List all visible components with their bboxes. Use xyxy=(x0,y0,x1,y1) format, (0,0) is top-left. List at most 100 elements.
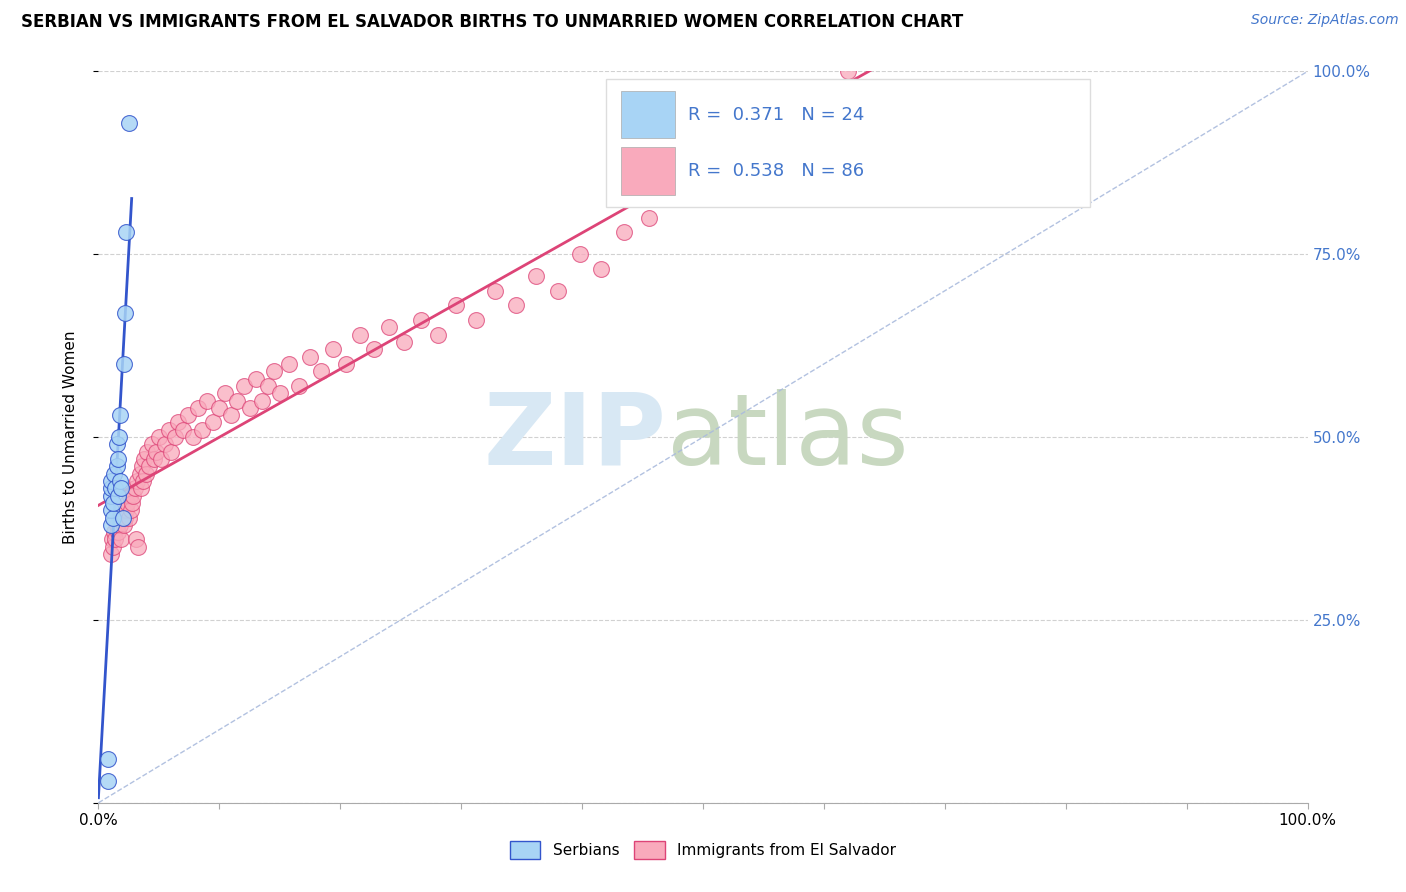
Point xyxy=(524,269,547,284)
Point xyxy=(107,489,129,503)
Point xyxy=(547,284,569,298)
Point xyxy=(208,401,231,415)
Point xyxy=(704,137,727,152)
Point xyxy=(107,452,129,467)
Point xyxy=(104,533,127,547)
Point xyxy=(100,533,122,547)
Point xyxy=(115,225,138,239)
Point xyxy=(128,467,150,481)
Y-axis label: Births to Unmarried Women: Births to Unmarried Women xyxy=(63,330,77,544)
Point xyxy=(187,401,209,415)
Point xyxy=(214,386,236,401)
Point xyxy=(765,101,787,115)
Point xyxy=(107,525,129,540)
Point xyxy=(613,225,636,239)
Point xyxy=(195,393,218,408)
Point xyxy=(108,408,131,422)
Legend: Serbians, Immigrants from El Salvador: Serbians, Immigrants from El Salvador xyxy=(503,835,903,864)
Point xyxy=(105,517,128,532)
Point xyxy=(637,211,659,225)
Point xyxy=(97,773,120,788)
Point xyxy=(115,503,138,517)
Point xyxy=(299,350,322,364)
FancyBboxPatch shape xyxy=(606,78,1090,207)
Point xyxy=(112,517,135,532)
Point xyxy=(132,474,155,488)
Point xyxy=(163,430,186,444)
Point xyxy=(118,489,141,503)
Point xyxy=(120,503,142,517)
Point xyxy=(103,525,125,540)
Point xyxy=(239,401,262,415)
Point xyxy=(446,298,468,312)
Point xyxy=(202,416,225,430)
Point xyxy=(269,386,291,401)
Point xyxy=(131,459,153,474)
Point xyxy=(160,444,183,458)
FancyBboxPatch shape xyxy=(621,147,675,194)
Point xyxy=(464,313,486,327)
Point xyxy=(668,174,690,188)
Point xyxy=(250,393,273,408)
Point xyxy=(117,496,139,510)
Point xyxy=(118,510,141,524)
Point xyxy=(112,357,135,371)
Point xyxy=(256,379,278,393)
Point xyxy=(134,452,156,467)
Point xyxy=(108,474,131,488)
Text: Source: ZipAtlas.com: Source: ZipAtlas.com xyxy=(1251,13,1399,28)
Point xyxy=(100,481,122,495)
Point xyxy=(108,510,131,524)
Point xyxy=(349,327,371,342)
Point xyxy=(103,467,125,481)
Point xyxy=(135,467,157,481)
Point xyxy=(591,261,613,276)
FancyBboxPatch shape xyxy=(621,91,675,138)
Point xyxy=(127,474,149,488)
Point xyxy=(127,540,149,554)
Point xyxy=(114,510,136,524)
Point xyxy=(172,423,194,437)
Point xyxy=(101,510,124,524)
Point xyxy=(111,503,134,517)
Point xyxy=(322,343,344,357)
Point xyxy=(177,408,200,422)
Point xyxy=(100,503,122,517)
Point xyxy=(110,481,132,495)
Point xyxy=(145,444,167,458)
Point xyxy=(100,474,122,488)
Point xyxy=(141,437,163,451)
Point xyxy=(181,430,204,444)
Point xyxy=(105,459,128,474)
Point xyxy=(100,517,122,532)
Point xyxy=(101,540,124,554)
Point xyxy=(167,416,190,430)
Point xyxy=(191,423,214,437)
Text: R =  0.371   N = 24: R = 0.371 N = 24 xyxy=(689,105,865,123)
Point xyxy=(278,357,301,371)
Point xyxy=(377,320,399,334)
Text: ZIP: ZIP xyxy=(484,389,666,485)
Point xyxy=(245,371,267,385)
Point xyxy=(97,752,120,766)
Point xyxy=(111,510,134,524)
Point xyxy=(427,327,450,342)
Point xyxy=(122,489,145,503)
Point xyxy=(100,547,122,561)
Point xyxy=(837,64,859,78)
Point xyxy=(125,533,148,547)
Text: R =  0.538   N = 86: R = 0.538 N = 86 xyxy=(689,161,865,180)
Point xyxy=(153,437,176,451)
Point xyxy=(118,115,141,129)
Point xyxy=(505,298,527,312)
Point xyxy=(135,444,157,458)
Point xyxy=(157,423,180,437)
Point xyxy=(484,284,506,298)
Point xyxy=(309,364,332,378)
Point xyxy=(105,437,128,451)
Point xyxy=(138,459,160,474)
Point xyxy=(129,481,152,495)
Point xyxy=(411,313,433,327)
Point xyxy=(263,364,285,378)
Point xyxy=(288,379,311,393)
